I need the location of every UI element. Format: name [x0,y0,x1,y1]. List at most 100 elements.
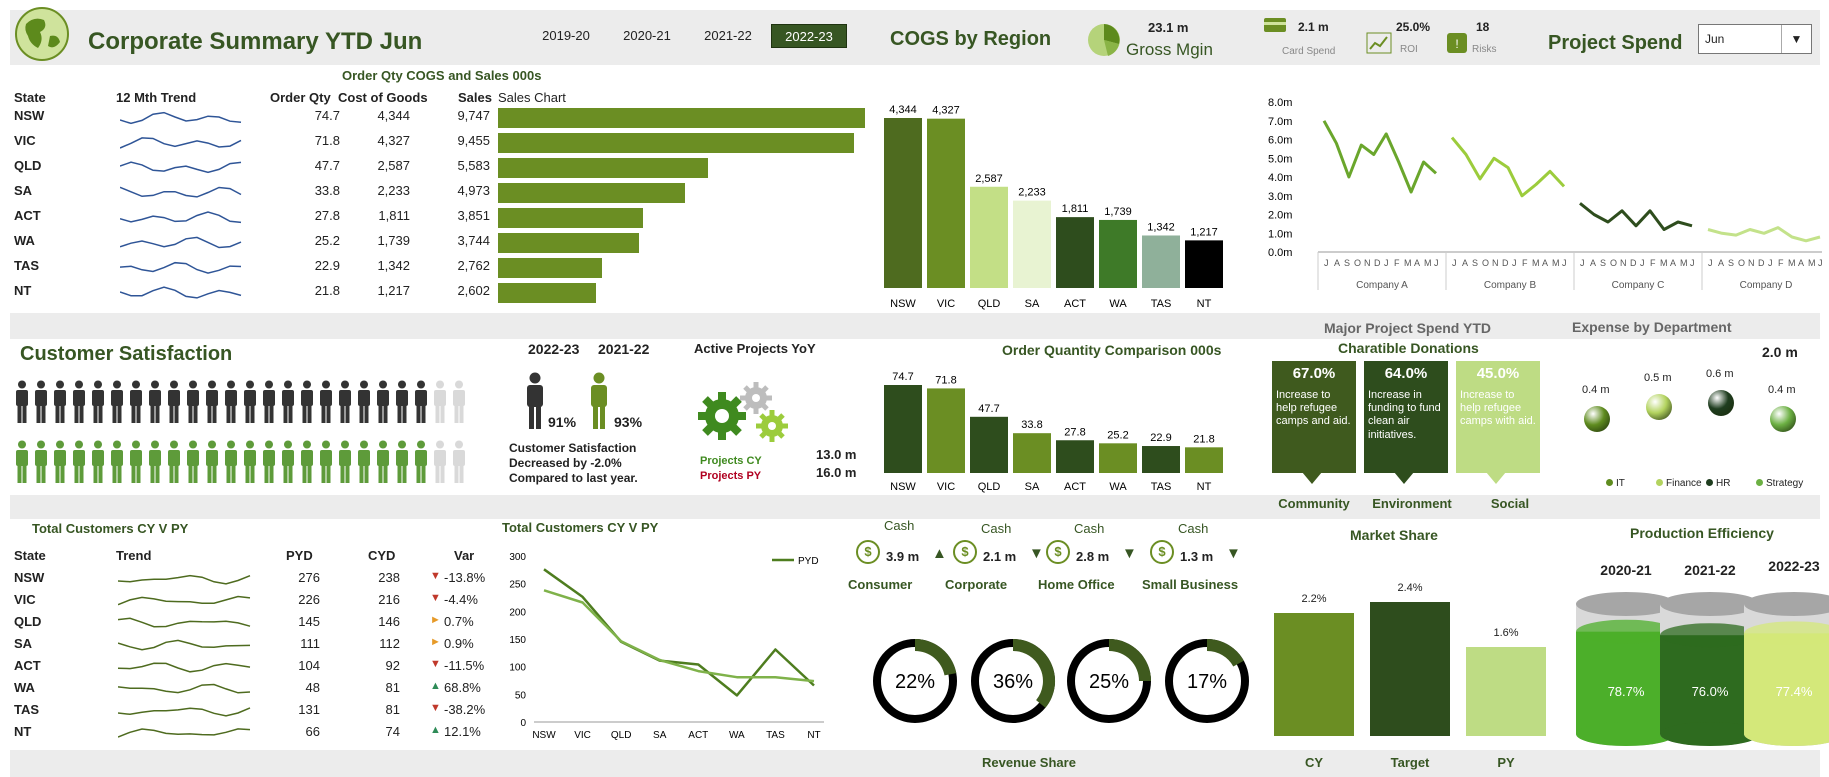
expense-value: 0.6 m [1706,368,1734,380]
trend-sparkline [120,211,242,224]
pie-icon [1086,22,1122,58]
cogs-bar [970,186,1008,288]
gross-margin-label: Gross Mgin [1126,40,1213,59]
spend-month: J [1562,258,1567,268]
donut-pct: 22% [895,671,935,693]
sales-cell: 5,583 [457,158,490,173]
card-spend-label: Card Spend [1282,46,1336,57]
revenue-donut: 17% [1165,639,1249,723]
spend-month: A [1462,258,1468,268]
spend-month: M [1808,258,1816,268]
order-qty-title: Order Quantity Comparison 000s [1002,342,1222,358]
qty-category: SA [1025,481,1040,493]
cs-note-2: Decreased by -2.0% [509,456,622,470]
chevron-down-icon[interactable]: ▼ [1781,25,1811,53]
state-cell: QLD [14,158,42,173]
legend-dot-icon [1606,479,1613,486]
cogs-bar [1185,240,1223,288]
footer-band [10,750,1820,777]
header-sales: Sales [458,90,492,105]
person-icon [166,440,182,489]
person-icon [14,380,30,429]
person-icon [280,380,296,429]
year-tab-2021-22[interactable]: 2021-22 [704,28,752,43]
var-arrow-icon: ▼ [430,592,441,604]
spend-month: A [1798,258,1804,268]
spend-month: J [1384,258,1389,268]
cust-legend-label: PYD [798,556,819,567]
cash-icon: $ [953,540,977,564]
person-icon [394,440,410,489]
spend-month: D [1374,258,1381,268]
cyd-cell: 216 [378,592,400,607]
pyd-cell: 48 [305,680,320,695]
year-tab-2022-23[interactable]: 2022-23 [771,24,847,48]
production-cylinder: 77.4% [1744,592,1829,746]
spend-month: J [1580,258,1585,268]
cust-category: WA [729,730,745,741]
cogs-bar-label: 4,344 [889,104,917,116]
customers-table: State Trend PYD CYD Var NSW 276 238 ▼ -13.8% VIC 22… [14,548,494,748]
spend-month: J [1512,258,1517,268]
state-cell: TAS [14,702,40,717]
month-select[interactable]: Jun ▼ [1698,24,1812,54]
pyd-line [543,568,815,697]
spend-month: S [1472,258,1478,268]
spend-month: D [1758,258,1765,268]
state-cell: VIC [14,592,36,607]
header-band [10,10,1820,65]
cs-py-pct: 93% [614,414,643,430]
qty-cell: 27.8 [314,208,340,223]
spend-month: F [1394,258,1400,268]
year-tab-2019-20[interactable]: 2019-20 [542,28,590,43]
expense-title: Expense by Department [1572,319,1732,335]
spend-month: J [1324,258,1329,268]
page-title: Corporate Summary YTD Jun [88,28,423,55]
expense-sphere [1770,406,1796,432]
cash-value: 2.1 m [983,549,1017,564]
cogs-bar [1142,235,1180,288]
card-icon [1262,14,1288,36]
cust-ytick: 0 [520,718,526,729]
risks-icon: ! [1446,32,1468,54]
trend-sparkline [118,728,251,738]
year-tab-2020-21[interactable]: 2020-21 [623,28,671,43]
market-share-title: Market Share [1350,527,1438,543]
donut-pct: 25% [1089,671,1129,693]
cogs-category: NT [1197,298,1212,310]
state-cell: ACT [14,208,41,223]
person-icon [261,380,277,429]
company-spend-line [1707,226,1821,243]
production-year: 2021-22 [1684,562,1736,578]
cyd-cell: 238 [378,570,400,585]
projects-py-label: Projects PY [700,470,762,482]
cogs-category: NSW [890,298,916,310]
cogs-cell: 1,811 [378,208,410,223]
sales-bar [498,208,643,228]
person-icon [90,380,106,429]
table-row: WA 48 81 ▲ 68.8% [14,680,494,702]
cash-icon: $ [1046,540,1070,564]
cogs-category: ACT [1064,298,1086,310]
cogs-category: TAS [1151,298,1172,310]
spend-month: O [1482,258,1489,268]
gears-icon [696,380,792,453]
state-cell: NSW [14,108,45,123]
qty-category: QLD [978,481,1001,493]
spend-ytick: 3.0m [1268,191,1292,203]
person-icon [223,440,239,489]
production-pct: 77.4% [1776,684,1813,699]
cyd-cell: 81 [385,680,400,695]
donation-pct: 67.0% [1292,365,1336,382]
expense-legend-label: Finance [1666,478,1702,489]
spend-month: O [1738,258,1745,268]
trend-sparkline [120,161,242,174]
cash-title: Cash [1074,521,1105,536]
spend-ytick: 4.0m [1268,172,1292,184]
roi-label: ROI [1400,44,1418,55]
spend-month: F [1778,258,1784,268]
qty-bar-label: 47.7 [978,403,999,415]
cash-title: Cash [1178,521,1209,536]
person-icon [375,380,391,429]
qty-bar-label: 74.7 [892,371,913,383]
